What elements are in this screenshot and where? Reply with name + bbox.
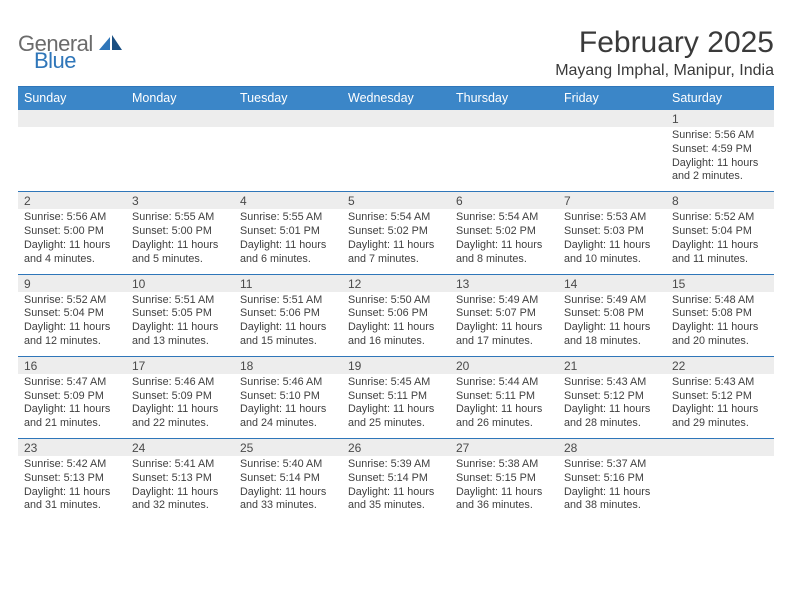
day-number: 25	[234, 439, 342, 456]
day-number: 8	[666, 192, 774, 209]
day-number	[234, 110, 342, 127]
day-number-row: 1	[18, 110, 774, 127]
day-number: 12	[342, 275, 450, 292]
day-body: Sunrise: 5:48 AM Sunset: 5:08 PM Dayligh…	[666, 292, 774, 356]
brand-logo: General Blue	[18, 20, 123, 72]
day-number	[18, 110, 126, 127]
day-number-row: 9101112131415	[18, 274, 774, 292]
day-number	[558, 110, 666, 127]
day-body: Sunrise: 5:46 AM Sunset: 5:09 PM Dayligh…	[126, 374, 234, 438]
day-body	[450, 127, 558, 185]
day-body: Sunrise: 5:47 AM Sunset: 5:09 PM Dayligh…	[18, 374, 126, 438]
day-number: 10	[126, 275, 234, 292]
day-number: 28	[558, 439, 666, 456]
day-body	[558, 127, 666, 185]
day-number: 24	[126, 439, 234, 456]
day-number: 11	[234, 275, 342, 292]
day-number: 17	[126, 357, 234, 374]
day-number	[666, 439, 774, 456]
day-number: 23	[18, 439, 126, 456]
day-body: Sunrise: 5:52 AM Sunset: 5:04 PM Dayligh…	[18, 292, 126, 356]
day-number: 1	[666, 110, 774, 127]
day-number: 16	[18, 357, 126, 374]
day-number: 4	[234, 192, 342, 209]
day-number: 21	[558, 357, 666, 374]
day-number: 3	[126, 192, 234, 209]
page-header: General Blue February 2025 Mayang Imphal…	[18, 20, 774, 80]
day-number: 5	[342, 192, 450, 209]
day-body: Sunrise: 5:50 AM Sunset: 5:06 PM Dayligh…	[342, 292, 450, 356]
weekday-header: Saturday	[666, 87, 774, 111]
day-body	[126, 127, 234, 185]
day-body-row: Sunrise: 5:42 AM Sunset: 5:13 PM Dayligh…	[18, 456, 774, 520]
day-body-row: Sunrise: 5:52 AM Sunset: 5:04 PM Dayligh…	[18, 292, 774, 357]
day-number: 2	[18, 192, 126, 209]
day-number: 20	[450, 357, 558, 374]
weekday-header: Friday	[558, 87, 666, 111]
day-body-row: Sunrise: 5:47 AM Sunset: 5:09 PM Dayligh…	[18, 374, 774, 439]
day-body: Sunrise: 5:55 AM Sunset: 5:01 PM Dayligh…	[234, 209, 342, 273]
weekday-header: Tuesday	[234, 87, 342, 111]
day-body: Sunrise: 5:37 AM Sunset: 5:16 PM Dayligh…	[558, 456, 666, 520]
day-body: Sunrise: 5:55 AM Sunset: 5:00 PM Dayligh…	[126, 209, 234, 273]
day-number: 13	[450, 275, 558, 292]
day-body: Sunrise: 5:53 AM Sunset: 5:03 PM Dayligh…	[558, 209, 666, 273]
weekday-header: Wednesday	[342, 87, 450, 111]
day-body: Sunrise: 5:54 AM Sunset: 5:02 PM Dayligh…	[450, 209, 558, 273]
day-number	[342, 110, 450, 127]
weekday-header: Thursday	[450, 87, 558, 111]
month-title: February 2025	[555, 26, 774, 60]
day-body: Sunrise: 5:56 AM Sunset: 5:00 PM Dayligh…	[18, 209, 126, 273]
day-number: 22	[666, 357, 774, 374]
day-number: 26	[342, 439, 450, 456]
weekday-header: Monday	[126, 87, 234, 111]
day-number	[126, 110, 234, 127]
day-body: Sunrise: 5:39 AM Sunset: 5:14 PM Dayligh…	[342, 456, 450, 520]
day-body: Sunrise: 5:49 AM Sunset: 5:08 PM Dayligh…	[558, 292, 666, 356]
day-body-row: Sunrise: 5:56 AM Sunset: 5:00 PM Dayligh…	[18, 209, 774, 274]
day-body: Sunrise: 5:40 AM Sunset: 5:14 PM Dayligh…	[234, 456, 342, 520]
calendar-table: Sunday Monday Tuesday Wednesday Thursday…	[18, 86, 774, 520]
day-number: 19	[342, 357, 450, 374]
day-body	[234, 127, 342, 185]
day-number: 14	[558, 275, 666, 292]
day-number: 18	[234, 357, 342, 374]
day-body: Sunrise: 5:38 AM Sunset: 5:15 PM Dayligh…	[450, 456, 558, 520]
day-body: Sunrise: 5:51 AM Sunset: 5:06 PM Dayligh…	[234, 292, 342, 356]
day-body: Sunrise: 5:54 AM Sunset: 5:02 PM Dayligh…	[342, 209, 450, 273]
day-body: Sunrise: 5:41 AM Sunset: 5:13 PM Dayligh…	[126, 456, 234, 520]
brand-word-blue: Blue	[34, 51, 123, 72]
weekday-header-row: Sunday Monday Tuesday Wednesday Thursday…	[18, 87, 774, 111]
day-number: 7	[558, 192, 666, 209]
day-number: 27	[450, 439, 558, 456]
weekday-header: Sunday	[18, 87, 126, 111]
day-body: Sunrise: 5:43 AM Sunset: 5:12 PM Dayligh…	[666, 374, 774, 438]
title-block: February 2025 Mayang Imphal, Manipur, In…	[555, 20, 774, 80]
day-body: Sunrise: 5:56 AM Sunset: 4:59 PM Dayligh…	[666, 127, 774, 191]
calendar-body: 1Sunrise: 5:56 AM Sunset: 4:59 PM Daylig…	[18, 110, 774, 520]
day-body: Sunrise: 5:44 AM Sunset: 5:11 PM Dayligh…	[450, 374, 558, 438]
day-number-row: 232425262728	[18, 439, 774, 457]
day-body	[342, 127, 450, 185]
day-number-row: 2345678	[18, 192, 774, 210]
day-number: 9	[18, 275, 126, 292]
day-number: 6	[450, 192, 558, 209]
day-body: Sunrise: 5:45 AM Sunset: 5:11 PM Dayligh…	[342, 374, 450, 438]
calendar-page: General Blue February 2025 Mayang Imphal…	[0, 0, 792, 612]
day-number: 15	[666, 275, 774, 292]
day-body	[666, 456, 774, 514]
day-body: Sunrise: 5:43 AM Sunset: 5:12 PM Dayligh…	[558, 374, 666, 438]
location-subtitle: Mayang Imphal, Manipur, India	[555, 62, 774, 80]
day-number	[450, 110, 558, 127]
day-body: Sunrise: 5:49 AM Sunset: 5:07 PM Dayligh…	[450, 292, 558, 356]
day-body: Sunrise: 5:42 AM Sunset: 5:13 PM Dayligh…	[18, 456, 126, 520]
day-number-row: 16171819202122	[18, 356, 774, 374]
day-body: Sunrise: 5:51 AM Sunset: 5:05 PM Dayligh…	[126, 292, 234, 356]
day-body: Sunrise: 5:46 AM Sunset: 5:10 PM Dayligh…	[234, 374, 342, 438]
day-body: Sunrise: 5:52 AM Sunset: 5:04 PM Dayligh…	[666, 209, 774, 273]
day-body-row: Sunrise: 5:56 AM Sunset: 4:59 PM Dayligh…	[18, 127, 774, 192]
day-body	[18, 127, 126, 185]
